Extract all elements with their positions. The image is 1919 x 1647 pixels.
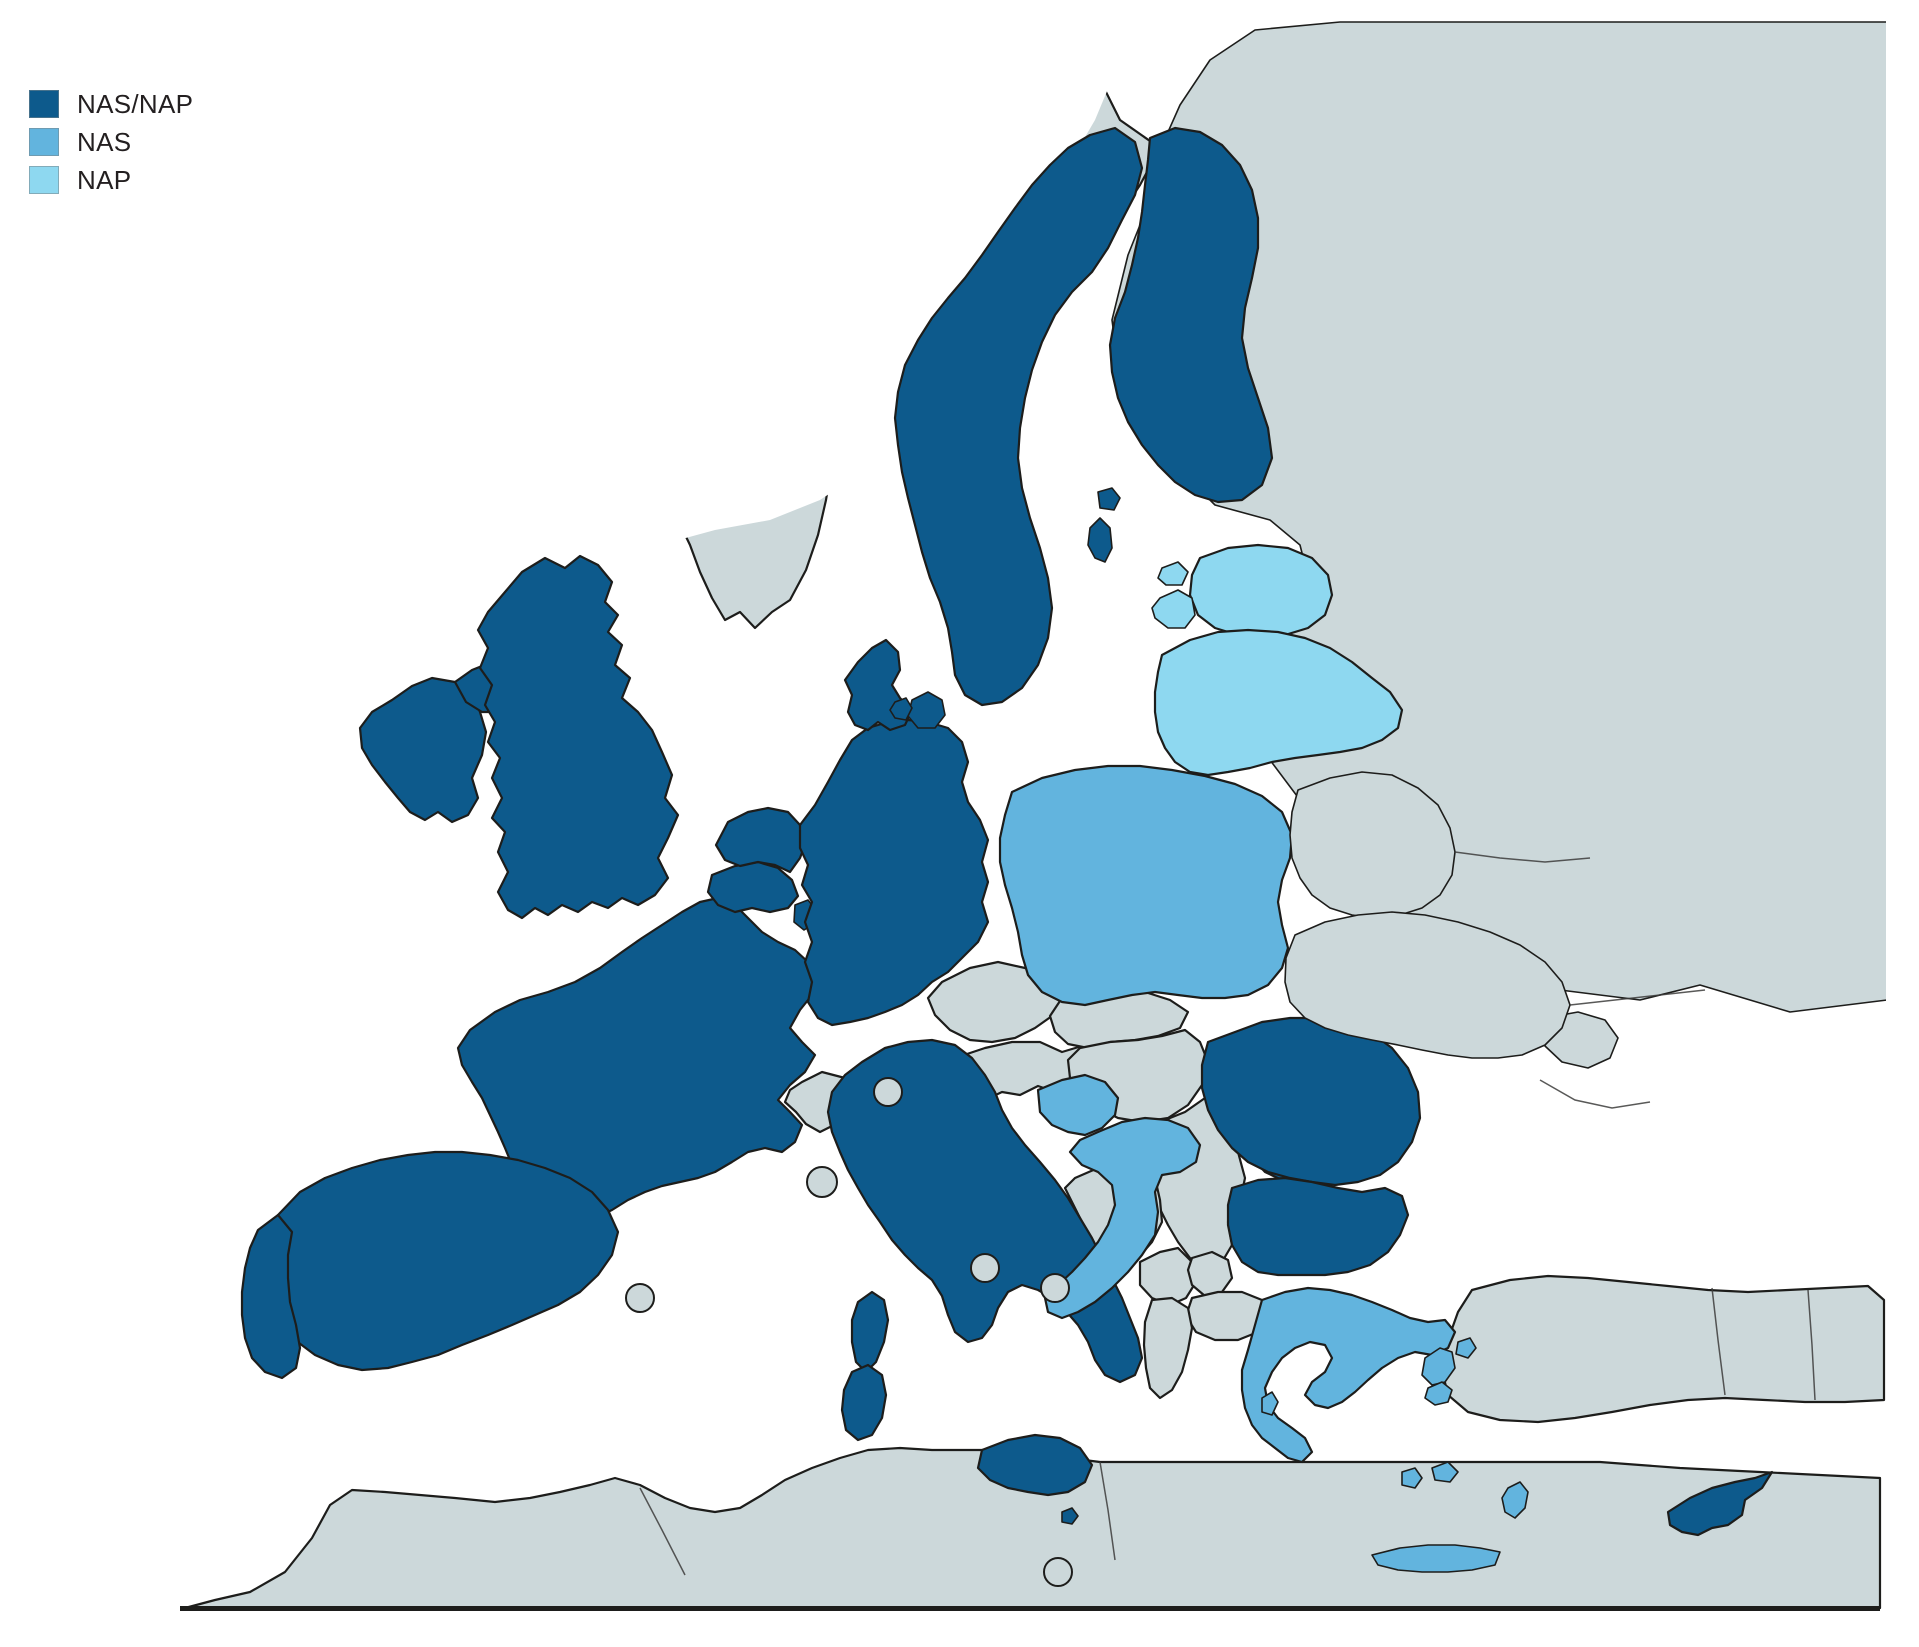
country-ukraine: [1285, 912, 1570, 1058]
lake-lyon: [625, 1283, 655, 1313]
lake-venice: [970, 1253, 1000, 1283]
map-legend: NAS/NAP NAS NAP: [29, 86, 193, 200]
country-albania: [1144, 1298, 1192, 1398]
country-czechia: [928, 962, 1062, 1042]
border-line-a: [1454, 851, 1591, 863]
country-netherlands: [716, 808, 806, 872]
eastern-neighbours-layer: [1285, 772, 1570, 1058]
nas-countries-layer: [1000, 766, 1528, 1572]
island-gotland: [1088, 518, 1112, 562]
island-sardinia: [842, 1365, 886, 1440]
lake-adriatic: [1040, 1273, 1070, 1303]
country-croatia: [1045, 1118, 1200, 1318]
border-line-d: [1711, 1287, 1726, 1396]
sea-overlay-layer: [0, 0, 1140, 1647]
lakes-layer: [625, 1077, 1073, 1587]
island-rhodes: [1502, 1482, 1528, 1518]
sea-atlantic: [0, 0, 1140, 1647]
lake-geneva: [806, 1166, 838, 1198]
country-greece: [1242, 1288, 1455, 1462]
border-line-e: [1807, 1289, 1816, 1401]
country-slovenia: [1038, 1075, 1118, 1135]
bottom-page-margin: [0, 1611, 1919, 1647]
country-turkey: [1442, 1276, 1884, 1422]
legend-label-nap: NAP: [77, 165, 132, 195]
legend-swatch-nas: [29, 128, 59, 156]
legend-item-nas: NAS: [29, 124, 193, 160]
island-euboea: [1422, 1348, 1455, 1385]
border-line-c: [1539, 1079, 1651, 1109]
island-crete: [1372, 1545, 1500, 1572]
lake-tunisia: [1043, 1557, 1073, 1587]
legend-item-nas-nap: NAS/NAP: [29, 86, 193, 122]
legend-item-nap: NAP: [29, 162, 193, 198]
country-poland: [1000, 766, 1292, 1005]
island-sicily: [978, 1435, 1092, 1495]
country-portugal: [242, 1215, 300, 1378]
island-lesbos: [1425, 1382, 1452, 1405]
country-latvia: [1155, 630, 1402, 775]
island-cyprus: [1668, 1472, 1772, 1535]
island-aegean-north: [1456, 1338, 1476, 1358]
legend-label-nas-nap: NAS/NAP: [77, 89, 194, 119]
left-page-margin: [0, 0, 6, 1647]
island-saaremaa: [1152, 590, 1195, 628]
country-estonia: [1190, 545, 1332, 638]
country-montenegro: [1140, 1248, 1196, 1305]
island-hiiumaa: [1158, 562, 1188, 585]
legend-swatch-nap: [29, 166, 59, 194]
country-finland: [1110, 128, 1272, 502]
legend-swatch-nas-nap: [29, 90, 59, 118]
right-page-margin: [1886, 0, 1919, 1647]
island-corsica: [852, 1292, 888, 1372]
island-malta: [1062, 1508, 1078, 1524]
border-line-g: [1099, 1461, 1116, 1561]
country-great-britain: [478, 556, 678, 918]
island-zealand: [908, 692, 945, 728]
country-sweden: [895, 128, 1142, 705]
island-cyclades-b: [1432, 1462, 1458, 1482]
nas-nap-countries-layer: [242, 128, 1772, 1535]
border-line-f: [639, 1487, 686, 1576]
island-funen: [890, 698, 912, 720]
legend-label-nas: NAS: [77, 127, 132, 157]
island-corfu: [1262, 1392, 1278, 1415]
map-bottom-rule: [180, 1606, 1880, 1611]
lake-constance: [873, 1077, 903, 1107]
nap-countries-layer: [1152, 545, 1402, 775]
island-cyclades-a: [1402, 1468, 1422, 1488]
border-line-b: [1569, 989, 1706, 1006]
country-belarus: [1290, 772, 1455, 918]
island-aland: [1098, 488, 1120, 510]
country-bulgaria: [1228, 1178, 1408, 1275]
gray-internal-borders: [639, 851, 1816, 1576]
